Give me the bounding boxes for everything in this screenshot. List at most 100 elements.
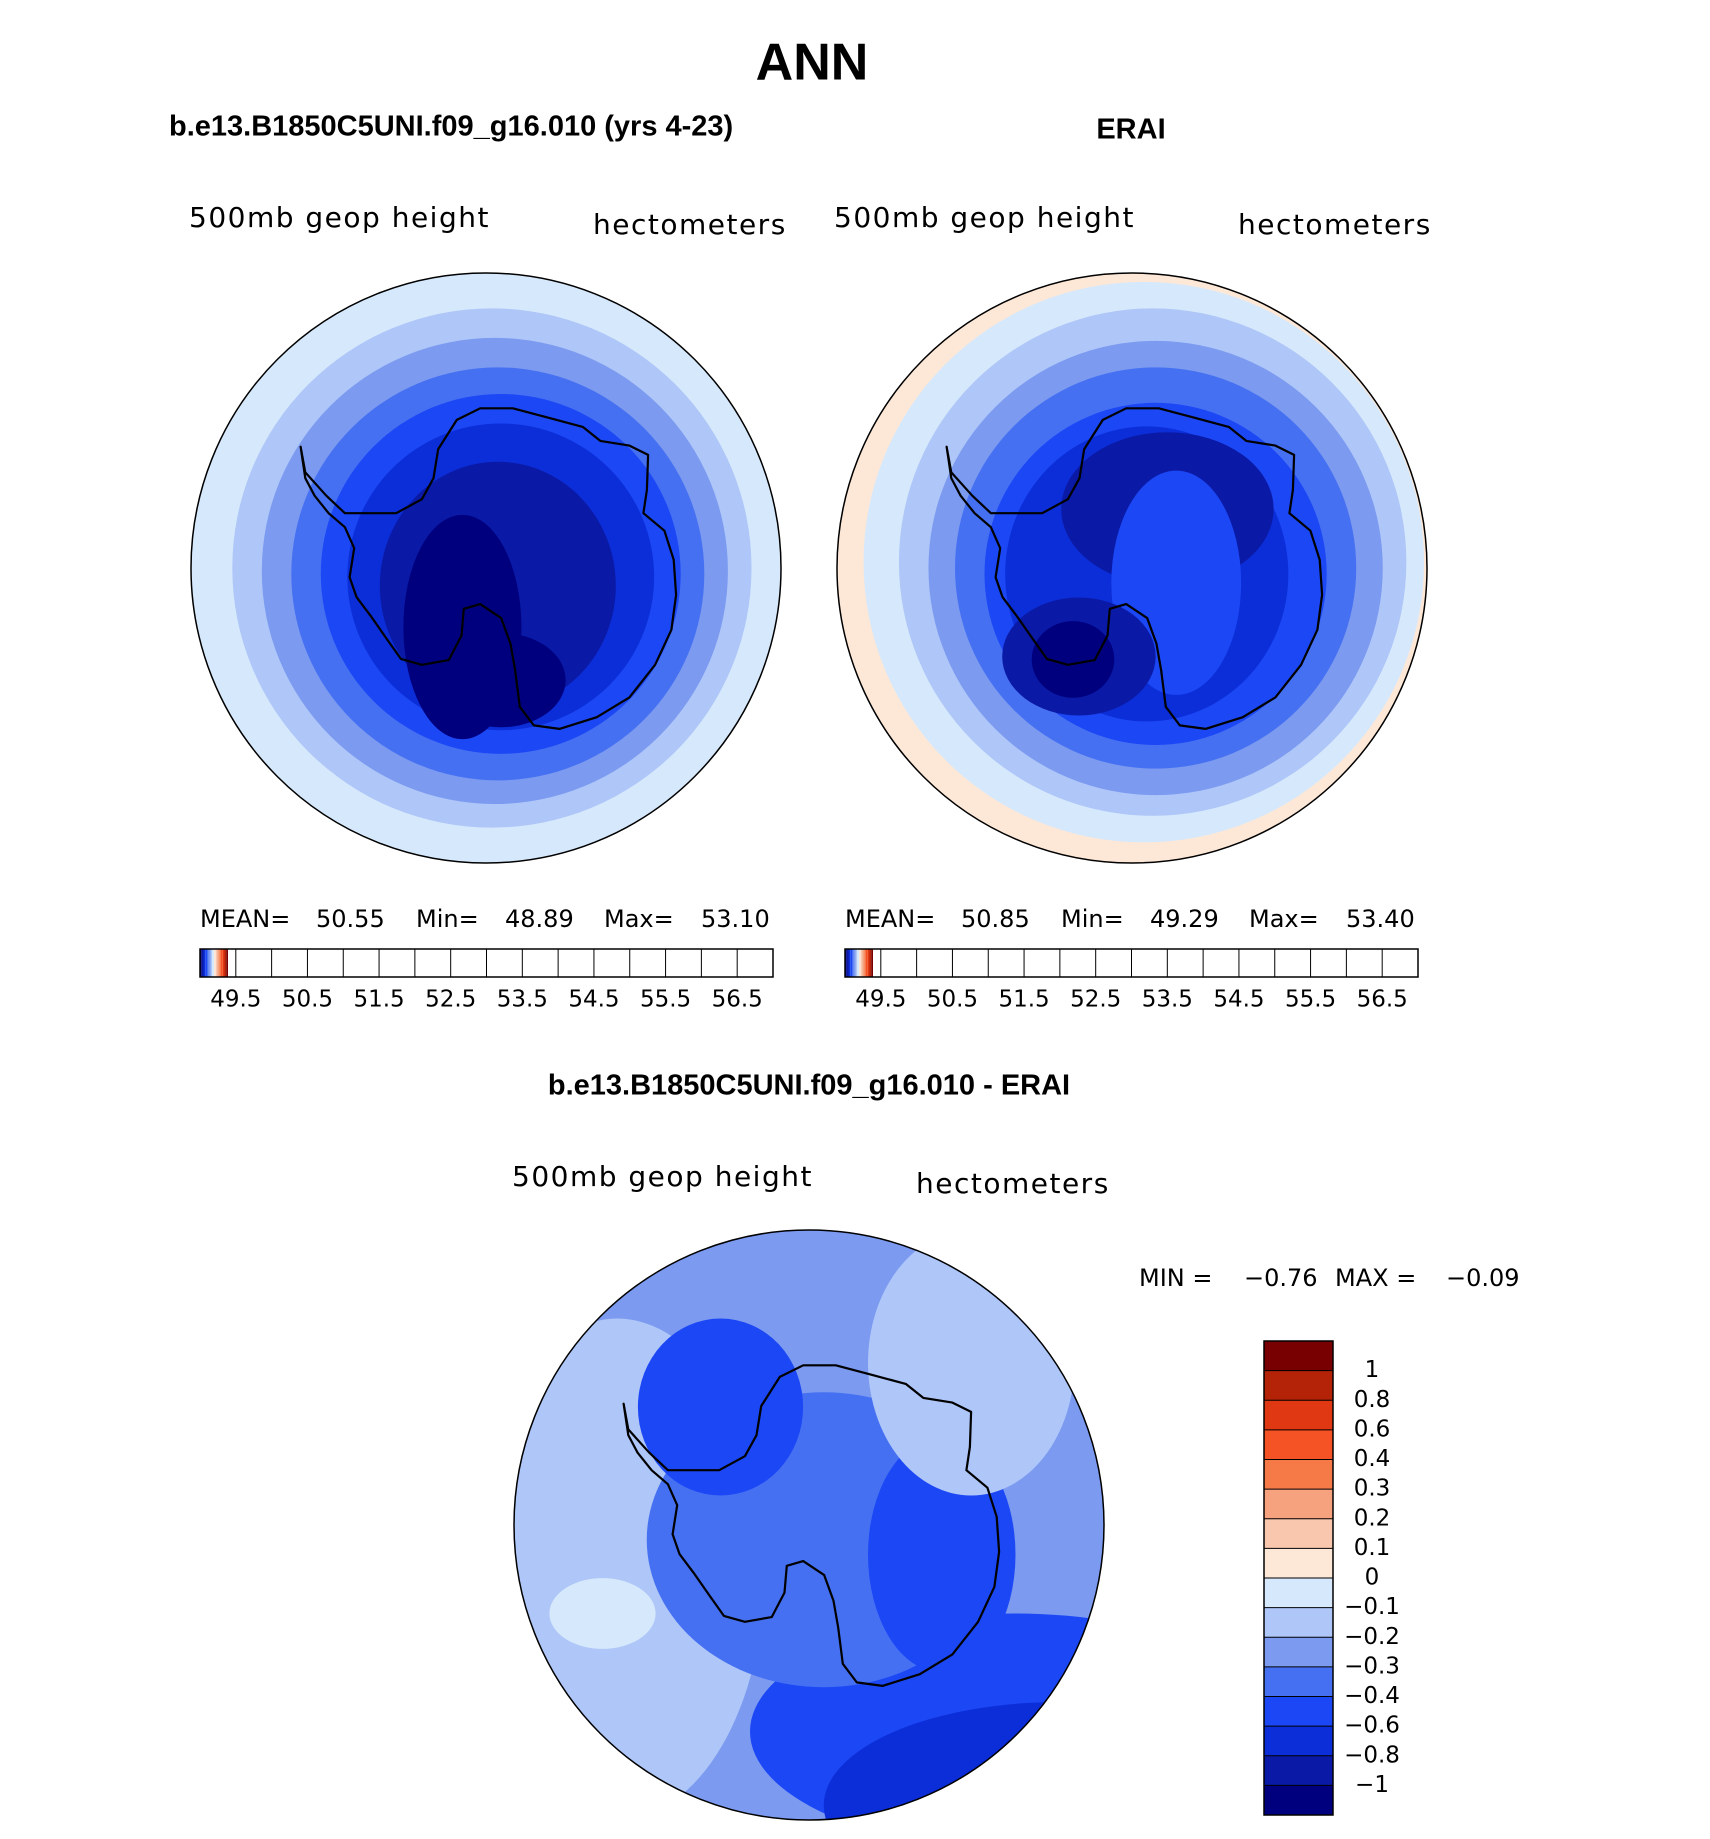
colorbar-frame bbox=[1263, 1340, 1334, 1816]
colorbar-label: −0.3 bbox=[1344, 1653, 1400, 1679]
stat-value: 48.89 bbox=[505, 905, 574, 933]
colorbar-label: 53.5 bbox=[1142, 987, 1193, 1013]
map-border bbox=[513, 1229, 1105, 1821]
colorbar-label: 49.5 bbox=[210, 987, 261, 1013]
colorbar-box bbox=[1264, 1696, 1333, 1727]
contour-fill bbox=[868, 1230, 1075, 1496]
colorbar-box bbox=[203, 949, 206, 977]
colorbar-label: 0.8 bbox=[1354, 1387, 1391, 1413]
map bbox=[514, 1230, 1104, 1820]
panel-title: ERAI bbox=[1096, 114, 1165, 146]
colorbar-label: 0.4 bbox=[1354, 1446, 1391, 1472]
colorbar-box bbox=[864, 949, 866, 977]
colorbar-box bbox=[224, 949, 227, 977]
colorbar-box bbox=[217, 949, 220, 977]
colorbar-label: 55.5 bbox=[640, 987, 691, 1013]
colorbar-box bbox=[866, 949, 868, 977]
colorbar-box bbox=[1264, 1755, 1333, 1786]
colorbar-label: 51.5 bbox=[998, 987, 1049, 1013]
coastline bbox=[622, 1364, 1001, 1687]
map-border bbox=[836, 272, 1428, 864]
field-label: 500mb geop height bbox=[512, 1160, 813, 1193]
colorbar-label: 49.5 bbox=[855, 987, 906, 1013]
colorbar-box bbox=[1264, 1726, 1333, 1756]
colorbar-box bbox=[222, 949, 225, 977]
colorbar-label: 56.5 bbox=[712, 987, 763, 1013]
colorbar-label: −0.6 bbox=[1344, 1713, 1400, 1739]
colorbar-box bbox=[848, 949, 851, 977]
colorbar-box bbox=[862, 949, 865, 977]
colorbar-box bbox=[846, 949, 849, 977]
field-label: 500mb geop height bbox=[189, 201, 490, 234]
colorbar-box bbox=[207, 949, 209, 977]
colorbar-label: 1 bbox=[1365, 1357, 1380, 1383]
colorbar-box bbox=[1264, 1400, 1333, 1430]
contour-fill bbox=[1031, 621, 1115, 698]
units-label: hectometers bbox=[916, 1167, 1110, 1200]
colorbar-box bbox=[1264, 1785, 1333, 1815]
colorbar-label: 0 bbox=[1365, 1565, 1380, 1591]
contour-fill bbox=[549, 1578, 656, 1649]
coastline bbox=[299, 407, 678, 730]
colorbar-box bbox=[215, 949, 218, 977]
units-label: hectometers bbox=[593, 208, 787, 241]
colorbar-box bbox=[200, 949, 202, 977]
stat-name: Max= bbox=[604, 905, 674, 933]
colorbar-label: 54.5 bbox=[568, 987, 619, 1013]
panel-title: b.e13.B1850C5UNI.f09_g16.010 (yrs 4-23) bbox=[169, 111, 733, 143]
colorbar-box bbox=[860, 949, 863, 977]
colorbar-box bbox=[201, 949, 204, 977]
stat-name: MEAN= bbox=[200, 905, 290, 933]
colorbar-box bbox=[852, 949, 854, 977]
colorbar-label: 0.1 bbox=[1354, 1535, 1391, 1561]
stat-name: Min= bbox=[1061, 905, 1124, 933]
colorbar-box bbox=[1264, 1637, 1333, 1667]
stat-value: 49.29 bbox=[1150, 905, 1219, 933]
colorbar-label: 52.5 bbox=[425, 987, 476, 1013]
colorbar-frame bbox=[199, 948, 774, 978]
colorbar-box bbox=[1264, 1548, 1333, 1578]
stat-name: Max= bbox=[1249, 905, 1319, 933]
colorbar-label: 54.5 bbox=[1213, 987, 1264, 1013]
colorbar-box bbox=[845, 949, 847, 977]
colorbar-label: −0.4 bbox=[1344, 1683, 1400, 1709]
colorbar-label: 51.5 bbox=[353, 987, 404, 1013]
colorbar-box bbox=[210, 949, 213, 977]
contour-fill bbox=[435, 632, 566, 728]
map bbox=[191, 273, 781, 863]
colorbar-label: −0.8 bbox=[1344, 1742, 1400, 1768]
colorbar-box bbox=[859, 949, 861, 977]
colorbar-box bbox=[226, 949, 228, 977]
colorbar-box bbox=[1264, 1459, 1333, 1490]
colorbar-label: 50.5 bbox=[282, 987, 333, 1013]
colorbar-box bbox=[208, 949, 211, 977]
stat-name: MAX = bbox=[1335, 1264, 1416, 1292]
panel-title: b.e13.B1850C5UNI.f09_g16.010 - ERAI bbox=[548, 1070, 1070, 1102]
colorbar-box bbox=[855, 949, 858, 977]
contour-fill bbox=[637, 1318, 804, 1496]
colorbar-box bbox=[1264, 1518, 1333, 1549]
stat-value: 53.40 bbox=[1346, 905, 1415, 933]
map-border bbox=[190, 272, 782, 864]
colorbar-box bbox=[1264, 1429, 1333, 1460]
colorbar-label: 0.3 bbox=[1354, 1476, 1391, 1502]
colorbar-box bbox=[212, 949, 214, 977]
colorbar-box bbox=[221, 949, 223, 977]
colorbar-label: 55.5 bbox=[1285, 987, 1336, 1013]
colorbar-box bbox=[1264, 1607, 1333, 1638]
colorbar-box bbox=[871, 949, 873, 977]
coastline bbox=[945, 407, 1324, 730]
colorbar-label: −1 bbox=[1355, 1772, 1389, 1798]
colorbar-box bbox=[869, 949, 872, 977]
colorbar-box bbox=[205, 949, 207, 977]
colorbar-label: −0.1 bbox=[1344, 1594, 1400, 1620]
contour-fill bbox=[868, 1436, 1016, 1673]
stat-value: 50.85 bbox=[961, 905, 1030, 933]
figure-title: ANN bbox=[756, 34, 869, 92]
colorbar-box bbox=[219, 949, 221, 977]
colorbar-box bbox=[1264, 1578, 1333, 1608]
colorbar-box bbox=[850, 949, 852, 977]
stat-value: −0.76 bbox=[1244, 1264, 1318, 1292]
stat-value: 50.55 bbox=[316, 905, 385, 933]
